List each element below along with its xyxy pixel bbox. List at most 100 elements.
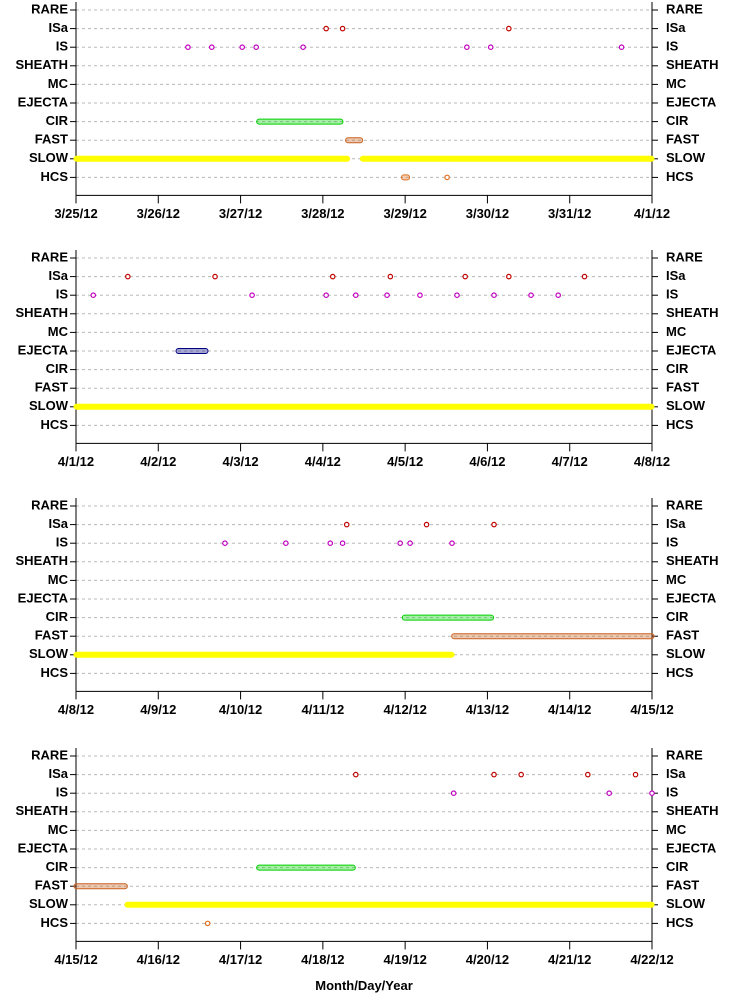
point <box>323 292 329 299</box>
point <box>649 790 655 797</box>
y-tick-label-right: FAST <box>666 878 699 893</box>
y-tick-label: FAST <box>35 628 68 643</box>
y-tick-label: CIR <box>46 113 69 128</box>
x-tick-label: 4/3/12 <box>222 454 258 469</box>
x-tick-label: 4/1/12 <box>634 206 670 221</box>
y-tick-label-right: EJECTA <box>666 94 717 109</box>
y-tick-label-right: SHEATH <box>666 57 718 72</box>
y-tick-label-right: EJECTA <box>666 840 717 855</box>
point <box>300 44 306 51</box>
y-tick-label-right: SHEATH <box>666 803 718 818</box>
y-tick-label: RARE <box>31 1 68 16</box>
y-tick-label: SLOW <box>29 398 69 413</box>
point <box>384 292 390 299</box>
y-tick-label: IS <box>56 535 69 550</box>
x-tick-label: 4/8/12 <box>634 454 670 469</box>
y-tick-label: IS <box>56 287 69 302</box>
point <box>585 771 591 778</box>
y-tick-label: ISa <box>48 268 68 283</box>
interval <box>256 118 344 125</box>
x-tick-label: 4/7/12 <box>552 454 588 469</box>
y-tick-label-right: SLOW <box>666 896 706 911</box>
y-tick-label-right: CIR <box>666 859 689 874</box>
point <box>352 771 359 778</box>
y-tick-label-right: SHEATH <box>666 305 718 320</box>
y-tick-label-right: MC <box>666 822 687 837</box>
interval <box>73 403 655 410</box>
point <box>329 273 336 280</box>
y-tick-label-right: HCS <box>666 915 694 930</box>
point <box>506 25 512 32</box>
y-tick-label-right: SLOW <box>666 150 706 165</box>
y-tick-label-right: CIR <box>666 361 689 376</box>
y-tick-label: RARE <box>31 497 68 512</box>
point <box>125 273 131 280</box>
y-tick-label: CIR <box>46 609 69 624</box>
y-tick-label: SLOW <box>29 896 69 911</box>
point <box>208 44 215 51</box>
interval <box>256 864 356 871</box>
point <box>491 292 497 299</box>
x-tick-label: 3/27/12 <box>219 206 262 221</box>
interval <box>451 633 655 640</box>
point <box>491 771 497 778</box>
point <box>239 44 246 51</box>
y-tick-label: CIR <box>46 859 69 874</box>
point <box>249 292 255 299</box>
y-tick-label-right: RARE <box>666 1 703 16</box>
y-tick-label-right: CIR <box>666 113 689 128</box>
point <box>323 25 329 32</box>
y-tick-label: SHEATH <box>16 305 68 320</box>
x-tick-label: 4/15/12 <box>630 702 673 717</box>
point <box>450 790 457 797</box>
x-tick-label: 3/30/12 <box>466 206 509 221</box>
point <box>339 540 346 547</box>
x-tick-label: 4/8/12 <box>58 702 94 717</box>
y-tick-label: HCS <box>41 169 69 184</box>
x-tick-label: 4/17/12 <box>219 952 262 967</box>
y-tick-label: HCS <box>41 915 69 930</box>
point <box>407 540 413 547</box>
point <box>352 292 359 299</box>
x-tick-label: 4/5/12 <box>387 454 423 469</box>
point <box>90 292 97 299</box>
y-tick-label: ISa <box>48 516 68 531</box>
y-tick-label-right: HCS <box>666 417 694 432</box>
x-tick-label: 4/12/12 <box>383 702 426 717</box>
y-tick-label: MC <box>48 324 69 339</box>
y-tick-label-right: MC <box>666 324 687 339</box>
y-tick-label-right: FAST <box>666 628 699 643</box>
y-tick-label-right: MC <box>666 572 687 587</box>
point <box>464 44 470 51</box>
y-tick-label-right: FAST <box>666 132 699 147</box>
x-tick-label: 3/28/12 <box>301 206 344 221</box>
y-tick-label-right: IS <box>666 39 679 54</box>
y-tick-label-right: SHEATH <box>666 553 718 568</box>
interval <box>175 348 209 354</box>
x-axis-label: Month/Day/Year <box>315 978 413 993</box>
x-tick-label: 4/14/12 <box>548 702 591 717</box>
point <box>528 292 534 299</box>
point <box>491 521 497 528</box>
point <box>212 273 218 280</box>
point <box>185 44 191 51</box>
point <box>253 44 260 51</box>
point <box>204 920 211 927</box>
x-tick-label: 4/6/12 <box>469 454 505 469</box>
y-tick-label-right: IS <box>666 785 679 800</box>
point <box>327 540 334 547</box>
y-tick-label-right: EJECTA <box>666 590 717 605</box>
x-tick-label: 4/13/12 <box>466 702 509 717</box>
interval <box>73 651 455 658</box>
y-tick-label: EJECTA <box>18 590 69 605</box>
point <box>343 521 350 528</box>
x-tick-label: 4/10/12 <box>219 702 262 717</box>
x-tick-label: 4/20/12 <box>466 952 509 967</box>
point <box>387 273 394 280</box>
point <box>423 521 430 528</box>
point <box>606 790 613 797</box>
y-tick-label-right: RARE <box>666 249 703 264</box>
point <box>618 44 625 51</box>
point <box>506 273 512 280</box>
interval <box>73 155 351 162</box>
